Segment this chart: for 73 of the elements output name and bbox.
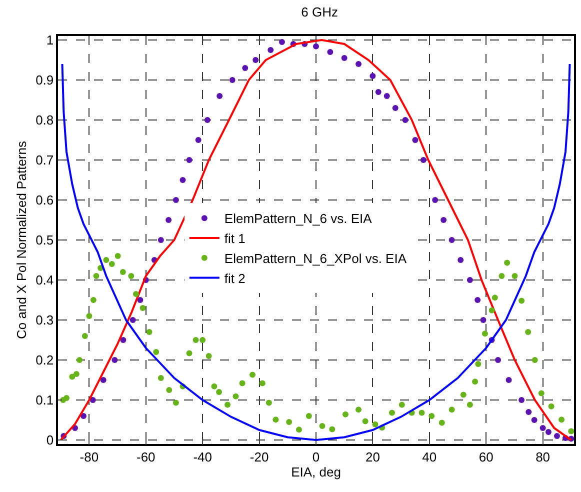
point xyxy=(370,73,376,79)
x-tick-label: 20 xyxy=(365,449,380,464)
x-tick-label: -60 xyxy=(136,449,156,464)
point xyxy=(204,117,210,123)
x-tick-label: 80 xyxy=(536,449,550,464)
point xyxy=(518,397,525,403)
point xyxy=(356,61,362,67)
point xyxy=(313,43,319,50)
point xyxy=(402,117,408,123)
point xyxy=(506,377,512,383)
point xyxy=(242,65,248,71)
point xyxy=(474,297,481,303)
y-tick-label: 0.4 xyxy=(36,272,54,288)
point xyxy=(480,317,486,323)
y-tick-label: 0.9 xyxy=(36,72,54,88)
point xyxy=(278,39,285,45)
point xyxy=(158,237,164,243)
point xyxy=(440,217,447,223)
point xyxy=(186,157,192,163)
point xyxy=(495,357,502,363)
y-tick-label: 0 xyxy=(46,432,54,448)
point xyxy=(180,177,186,183)
y-tick-label: 0.1 xyxy=(36,392,54,408)
point xyxy=(341,55,348,61)
point xyxy=(375,89,382,95)
x-tick-label: -80 xyxy=(80,449,99,464)
point xyxy=(432,197,438,203)
legend-label: ElemPattern_N_6 vs. EIA xyxy=(224,211,372,226)
point xyxy=(100,377,106,383)
y-tick-label: 0.3 xyxy=(36,312,54,328)
point xyxy=(466,277,473,283)
point xyxy=(420,157,426,163)
point xyxy=(268,47,274,53)
point xyxy=(80,413,87,419)
x-tick-label: 0 xyxy=(312,449,320,464)
point xyxy=(540,425,546,431)
y-tick-label: 0.2 xyxy=(36,352,54,368)
x-tick-label: -40 xyxy=(193,449,212,464)
point xyxy=(545,429,552,435)
point xyxy=(526,409,532,415)
point xyxy=(384,93,390,99)
point xyxy=(172,197,179,203)
point xyxy=(137,297,144,303)
point xyxy=(166,217,172,223)
y-tick-label: 0.8 xyxy=(36,112,54,128)
x-tick-label: 40 xyxy=(422,449,437,464)
point xyxy=(554,433,560,439)
point xyxy=(392,105,398,111)
legend-label: fit 2 xyxy=(224,270,246,286)
y-axis-title: Co and X Pol Normalized Patterns xyxy=(14,140,30,339)
point xyxy=(216,93,223,99)
y-tick-label: 0.5 xyxy=(36,232,54,248)
point xyxy=(327,49,334,55)
point xyxy=(112,357,118,363)
point xyxy=(252,57,259,63)
point xyxy=(458,257,464,263)
y-tick-label: 0.6 xyxy=(36,192,54,208)
y-tick-label: 1 xyxy=(46,32,54,48)
x-tick-label: -20 xyxy=(250,449,269,464)
point xyxy=(531,417,538,423)
point xyxy=(448,237,455,243)
y-tick-label: 0.7 xyxy=(36,152,54,168)
x-tick-label: 60 xyxy=(478,449,494,464)
point xyxy=(130,317,136,323)
point xyxy=(229,77,236,83)
point xyxy=(120,337,126,343)
point xyxy=(90,397,96,403)
point xyxy=(412,137,418,143)
x-axis-title: EIA, deg xyxy=(291,464,341,480)
point xyxy=(195,137,202,143)
legend-label: ElemPattern_N_6_XPol vs. EIA xyxy=(224,250,407,266)
chart-title: 6 GHz xyxy=(301,4,338,20)
legend-label: fit 1 xyxy=(224,231,246,246)
